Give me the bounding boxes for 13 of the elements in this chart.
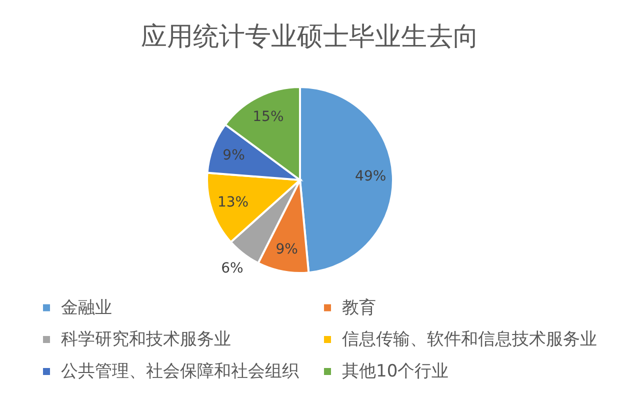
data-label: 15% xyxy=(252,108,284,125)
data-label: 6% xyxy=(221,260,244,277)
legend-label: 公共管理、社会保障和社会组织 xyxy=(61,362,299,382)
legend-label: 信息传输、软件和信息技术服务业 xyxy=(342,330,597,350)
data-label: 9% xyxy=(276,241,298,258)
legend-label: 科学研究和技术服务业 xyxy=(61,330,231,350)
legend-label: 其他10个行业 xyxy=(342,362,449,382)
legend-label: 教育 xyxy=(342,298,376,318)
chart-title: 应用统计专业硕士毕业生去向 xyxy=(141,22,479,52)
data-label: 9% xyxy=(222,147,245,164)
legend-label: 金融业 xyxy=(61,298,112,318)
data-label: 13% xyxy=(217,194,249,211)
data-label: 49% xyxy=(355,168,386,185)
